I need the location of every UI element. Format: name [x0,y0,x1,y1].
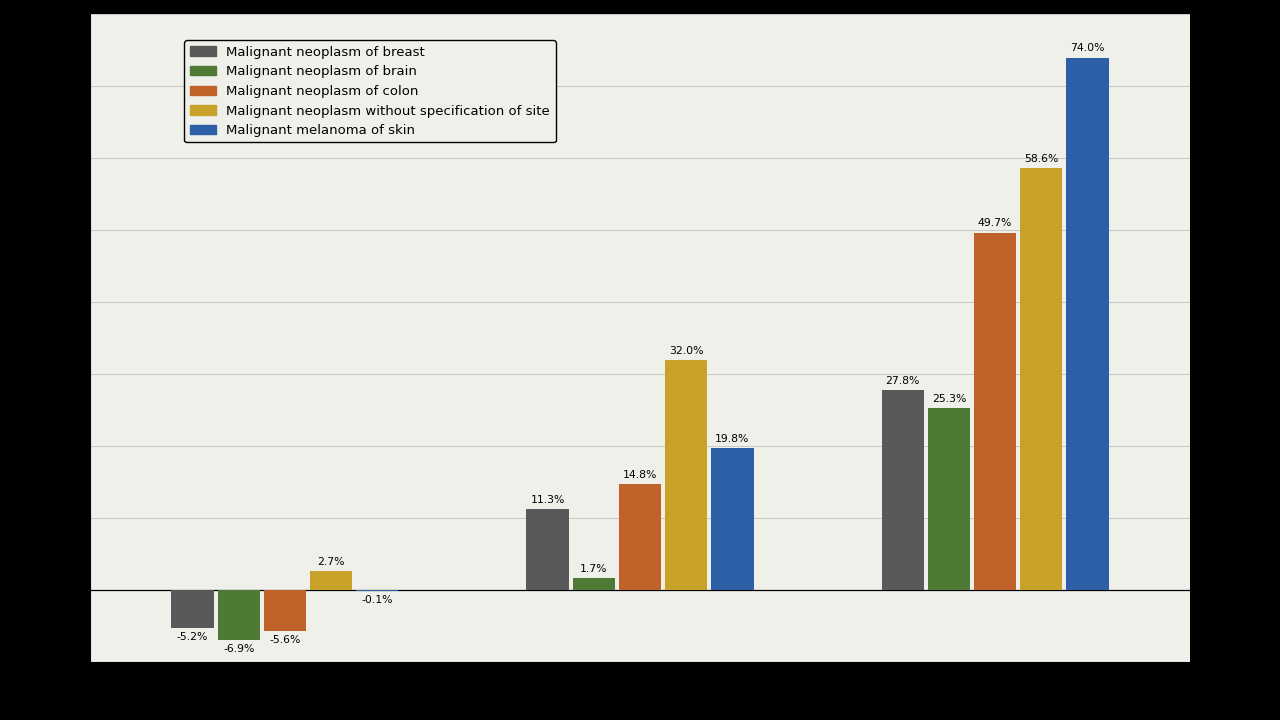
Bar [218,590,260,640]
Bar [974,233,1016,590]
Text: Credit: Edward Dowd: Credit: Edward Dowd [1046,678,1178,691]
Bar [712,448,754,590]
Bar [1020,168,1062,590]
Bar [572,578,616,590]
Text: -5.2%: -5.2% [177,632,209,642]
Text: 19.8%: 19.8% [716,433,750,444]
Text: 27.8%: 27.8% [886,376,920,386]
Bar [526,509,568,590]
Y-axis label: Excess mortality (Dev from trend), %: Excess mortality (Dev from trend), % [14,197,29,480]
Text: 49.7%: 49.7% [978,218,1012,228]
Text: 32.0%: 32.0% [669,346,704,356]
Bar [664,360,708,590]
Text: -5.6%: -5.6% [269,635,301,645]
Text: 1.7%: 1.7% [580,564,608,574]
Bar [882,390,924,590]
Bar [1066,58,1108,590]
Text: -6.9%: -6.9% [223,644,255,654]
Bar [310,571,352,590]
Text: 58.6%: 58.6% [1024,154,1059,164]
Text: 25.3%: 25.3% [932,394,966,404]
Bar [172,590,214,628]
Title: England and Wales. Excess Adj-Deaths (in percent) vs 2010-2019
trend for selecte: England and Wales. Excess Adj-Deaths (in… [346,0,934,1]
Bar [618,484,662,590]
Bar [928,408,970,590]
Text: -0.1%: -0.1% [361,595,393,606]
Text: 14.8%: 14.8% [623,469,657,480]
Text: 11.3%: 11.3% [530,495,564,505]
Bar [264,590,306,631]
Legend: Malignant neoplasm of breast, Malignant neoplasm of brain, Malignant neoplasm of: Malignant neoplasm of breast, Malignant … [184,40,556,143]
Text: 74.0%: 74.0% [1070,43,1105,53]
Text: 2.7%: 2.7% [317,557,344,567]
